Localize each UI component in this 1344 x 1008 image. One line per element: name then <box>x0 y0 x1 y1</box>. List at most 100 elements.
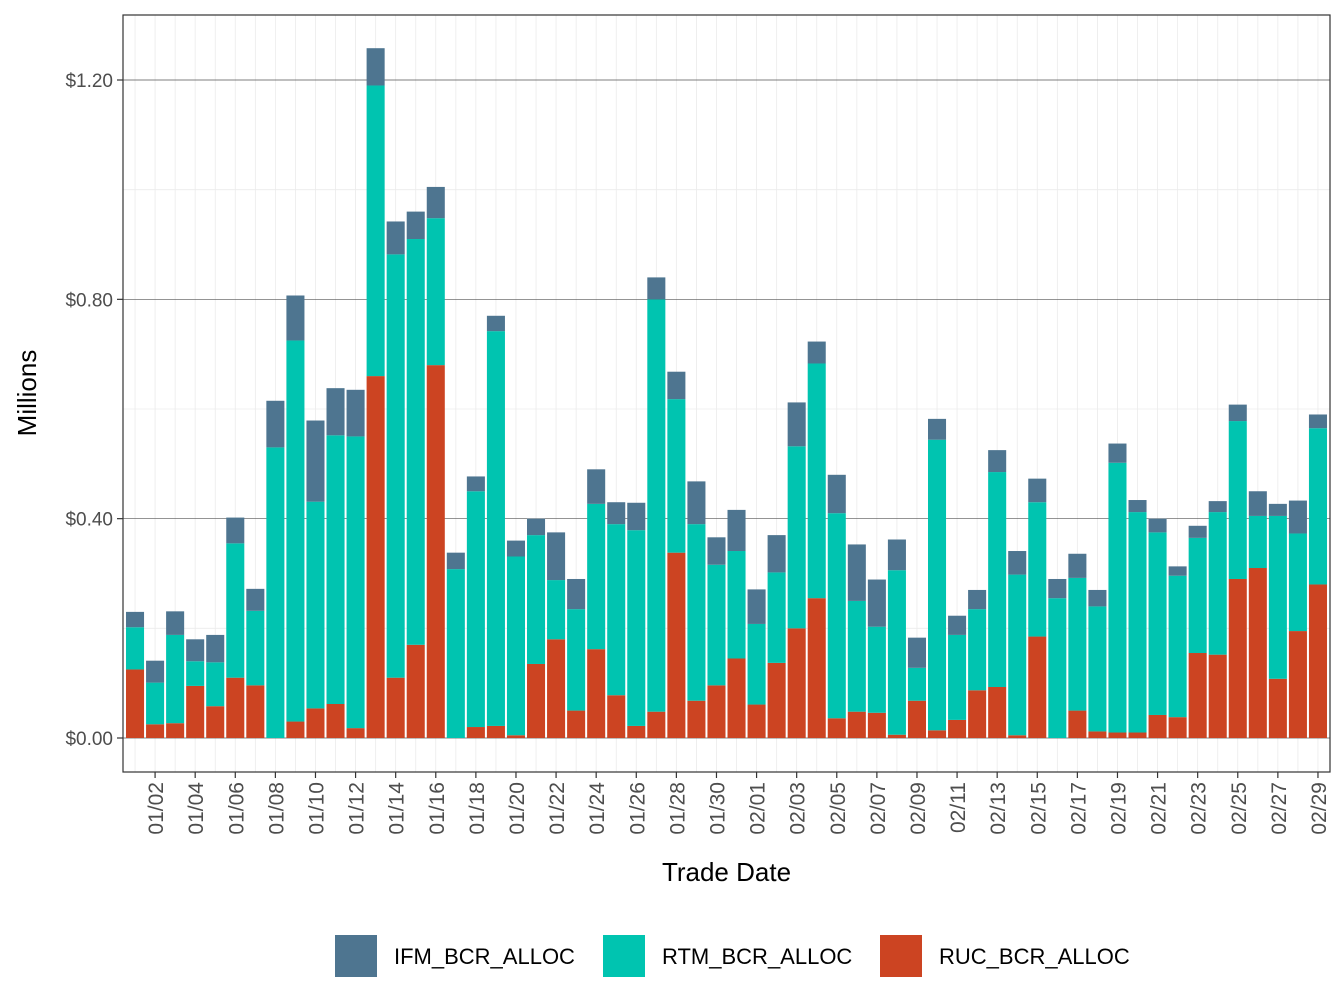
bar-rtm-bcr-alloc <box>1308 428 1327 585</box>
legend-label: RTM_BCR_ALLOC <box>662 944 852 969</box>
x-axis: 01/02 01/04 01/06 01/08 01/10 01/12 01/14 01/16… <box>145 772 1331 835</box>
bar-rtm-bcr-alloc <box>767 572 786 663</box>
bar-ifm-bcr-alloc <box>206 634 225 663</box>
bar-rtm-bcr-alloc <box>1088 606 1107 732</box>
bar-rtm-bcr-alloc <box>486 331 505 726</box>
bar-ruc-bcr-alloc <box>306 708 325 738</box>
bar-ruc-bcr-alloc <box>707 685 726 738</box>
bar-ifm-bcr-alloc <box>246 588 265 611</box>
x-tick-label: 01/22 <box>546 782 569 835</box>
x-tick-label: 01/10 <box>305 782 328 835</box>
bar-ruc-bcr-alloc <box>567 710 586 738</box>
bar-rtm-bcr-alloc <box>406 239 425 645</box>
bar-rtm-bcr-alloc <box>226 543 245 678</box>
bar-ruc-bcr-alloc <box>527 663 546 738</box>
x-tick-label: 01/28 <box>666 782 689 835</box>
bar-ifm-bcr-alloc <box>1108 443 1127 463</box>
bar-ruc-bcr-alloc <box>226 677 245 738</box>
x-tick-label: 02/19 <box>1107 782 1130 835</box>
x-tick-label: 01/18 <box>466 782 489 835</box>
x-tick-label: 02/27 <box>1268 782 1291 835</box>
bar-rtm-bcr-alloc <box>747 623 766 705</box>
bar-ruc-bcr-alloc <box>246 685 265 738</box>
bar-ruc-bcr-alloc <box>847 711 866 738</box>
x-tick-label: 01/04 <box>185 782 208 835</box>
bar-ifm-bcr-alloc <box>486 315 505 332</box>
bar-rtm-bcr-alloc <box>146 682 165 725</box>
bar-ruc-bcr-alloc <box>1308 584 1327 738</box>
bar-ruc-bcr-alloc <box>166 723 185 738</box>
y-tick-label: $0.00 <box>65 729 113 750</box>
bar-ifm-bcr-alloc <box>146 660 165 683</box>
bar-ifm-bcr-alloc <box>667 371 686 400</box>
bar-ruc-bcr-alloc <box>326 704 345 738</box>
x-tick-label: 02/03 <box>787 782 810 835</box>
bar-rtm-bcr-alloc <box>1188 537 1207 654</box>
x-tick-label: 02/07 <box>867 782 890 835</box>
bar-ruc-bcr-alloc <box>787 628 806 738</box>
bar-ruc-bcr-alloc <box>1288 631 1307 738</box>
bar-ifm-bcr-alloc <box>186 639 205 662</box>
x-tick-label: 02/25 <box>1228 782 1251 835</box>
bar-ifm-bcr-alloc <box>707 537 726 565</box>
bar-rtm-bcr-alloc <box>266 447 285 738</box>
bar-ifm-bcr-alloc <box>547 532 566 581</box>
bar-rtm-bcr-alloc <box>166 634 185 724</box>
bar-rtm-bcr-alloc <box>727 551 746 659</box>
bar-rtm-bcr-alloc <box>1028 502 1047 637</box>
bar-ruc-bcr-alloc <box>587 649 606 738</box>
bar-ruc-bcr-alloc <box>286 721 305 738</box>
bar-ruc-bcr-alloc <box>727 658 746 738</box>
bar-rtm-bcr-alloc <box>1068 577 1087 711</box>
bar-ruc-bcr-alloc <box>1248 568 1267 738</box>
bar-ruc-bcr-alloc <box>988 687 1007 738</box>
bar-ifm-bcr-alloc <box>647 277 666 300</box>
bar-rtm-bcr-alloc <box>286 340 305 722</box>
bar-ifm-bcr-alloc <box>968 589 987 610</box>
bar-rtm-bcr-alloc <box>567 609 586 711</box>
bar-ruc-bcr-alloc <box>386 677 405 738</box>
bar-rtm-bcr-alloc <box>527 535 546 664</box>
bar-rtm-bcr-alloc <box>506 556 525 736</box>
bar-ifm-bcr-alloc <box>506 540 525 557</box>
bar-rtm-bcr-alloc <box>887 570 906 735</box>
bar-ifm-bcr-alloc <box>1308 414 1327 429</box>
bar-ruc-bcr-alloc <box>1008 735 1027 738</box>
legend-swatch-ifm-bcr-alloc <box>335 935 377 977</box>
bar-rtm-bcr-alloc <box>466 491 485 728</box>
bar-ruc-bcr-alloc <box>366 376 385 738</box>
bar-ifm-bcr-alloc <box>887 539 906 571</box>
bar-ruc-bcr-alloc <box>466 727 485 738</box>
bar-rtm-bcr-alloc <box>206 662 225 707</box>
bar-ifm-bcr-alloc <box>787 402 806 447</box>
bar-ruc-bcr-alloc <box>186 685 205 738</box>
bar-ruc-bcr-alloc <box>968 690 987 738</box>
bar-ifm-bcr-alloc <box>988 450 1007 473</box>
bar-ruc-bcr-alloc <box>747 704 766 738</box>
bar-ifm-bcr-alloc <box>747 589 766 624</box>
bar-rtm-bcr-alloc <box>928 439 947 731</box>
x-tick-label: 01/26 <box>626 782 649 835</box>
x-tick-label: 02/09 <box>907 782 930 835</box>
legend-label: IFM_BCR_ALLOC <box>394 944 575 969</box>
bar-ruc-bcr-alloc <box>907 700 926 738</box>
bar-rtm-bcr-alloc <box>246 610 265 686</box>
bar-ifm-bcr-alloc <box>426 186 445 219</box>
legend: IFM_BCR_ALLOC RTM_BCR_ALLOC RUC_BCR_ALLOC <box>335 935 1130 977</box>
x-tick-label: 01/16 <box>426 782 449 835</box>
bar-ruc-bcr-alloc <box>1028 636 1047 738</box>
bar-rtm-bcr-alloc <box>627 530 646 726</box>
bar-ruc-bcr-alloc <box>1188 653 1207 738</box>
bar-ifm-bcr-alloc <box>1228 404 1247 422</box>
bar-rtm-bcr-alloc <box>446 569 465 738</box>
bars <box>126 48 1327 738</box>
bar-rtm-bcr-alloc <box>186 661 205 686</box>
bar-rtm-bcr-alloc <box>968 609 987 691</box>
legend-swatch-rtm-bcr-alloc <box>603 935 645 977</box>
x-tick-label: 01/02 <box>145 782 168 835</box>
x-tick-label: 01/24 <box>586 782 609 835</box>
bar-ifm-bcr-alloc <box>286 295 305 341</box>
bar-ifm-bcr-alloc <box>306 420 325 502</box>
bar-rtm-bcr-alloc <box>587 503 606 650</box>
